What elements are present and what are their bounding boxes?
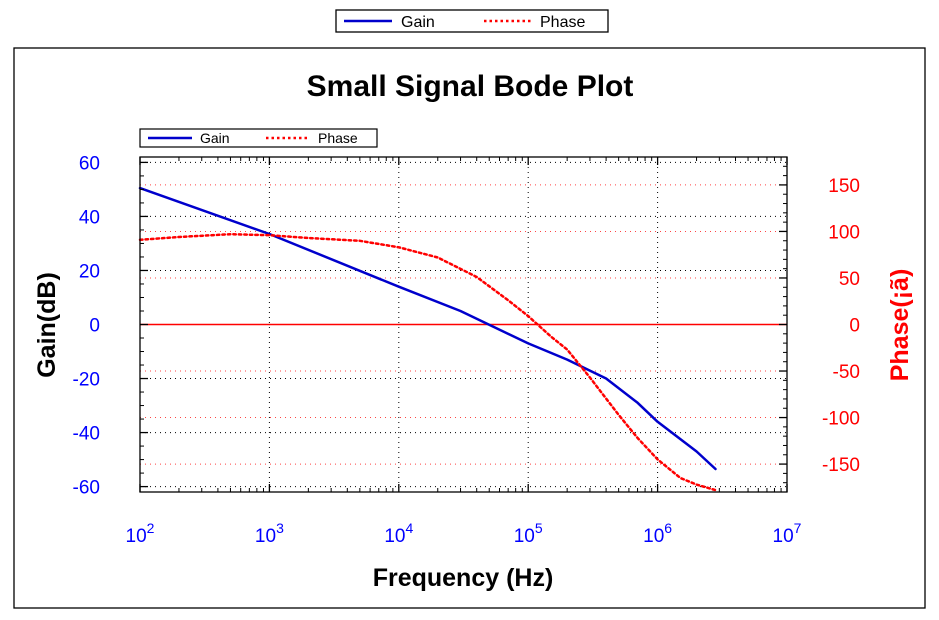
- x-tick-label: 102: [126, 520, 155, 547]
- y-tick-label: -40: [73, 424, 100, 445]
- y2-tick-label: -150: [822, 455, 860, 476]
- y-tick-labels: 60 40 20 0 -20 -40 -60: [73, 153, 100, 498]
- y2-axis-title: Phase(¡ã): [886, 269, 914, 382]
- inner-legend-gain-label: Gain: [200, 130, 230, 146]
- tick-marks: [139, 157, 788, 492]
- y-axis-title: Gain(dB): [33, 272, 61, 378]
- outer-legend-phase-label: Phase: [540, 14, 585, 31]
- outer-legend: Gain Phase: [335, 9, 609, 33]
- y2-tick-label: -50: [833, 362, 860, 383]
- series-phase-line: [138, 232, 717, 492]
- y2-tick-label: 50: [839, 269, 860, 290]
- x-axis-title: Frequency (Hz): [373, 564, 554, 592]
- x-tick-label: 103: [255, 520, 284, 547]
- chart-title: Small Signal Bode Plot: [307, 70, 634, 103]
- x-tick-label: 104: [384, 520, 413, 547]
- x-tick-label: 106: [643, 520, 672, 547]
- x-tick-label: 107: [773, 520, 802, 547]
- grid: [140, 157, 787, 492]
- y-tick-label: 20: [79, 261, 100, 282]
- y2-tick-labels: 150 100 50 0 -50 -100 -150: [822, 176, 860, 476]
- y-tick-label: -60: [73, 478, 100, 499]
- y2-tick-label: -100: [822, 409, 860, 430]
- y-tick-label: -20: [73, 370, 100, 391]
- inner-legend: Gain Phase: [139, 128, 378, 148]
- y-tick-label: 40: [79, 207, 100, 228]
- x-tick-labels: 102 103 104 105 106 107: [126, 520, 802, 547]
- y2-tick-label: 0: [849, 316, 860, 337]
- series-lines: [138, 186, 717, 492]
- x-tick-label: 105: [514, 520, 543, 547]
- y-tick-label: 60: [79, 153, 100, 174]
- inner-legend-phase-label: Phase: [318, 130, 358, 146]
- y2-tick-label: 150: [828, 176, 860, 197]
- y2-tick-label: 100: [828, 222, 860, 243]
- series-gain-line: [138, 186, 717, 471]
- outer-legend-gain-label: Gain: [401, 14, 435, 31]
- y-tick-label: 0: [89, 316, 100, 337]
